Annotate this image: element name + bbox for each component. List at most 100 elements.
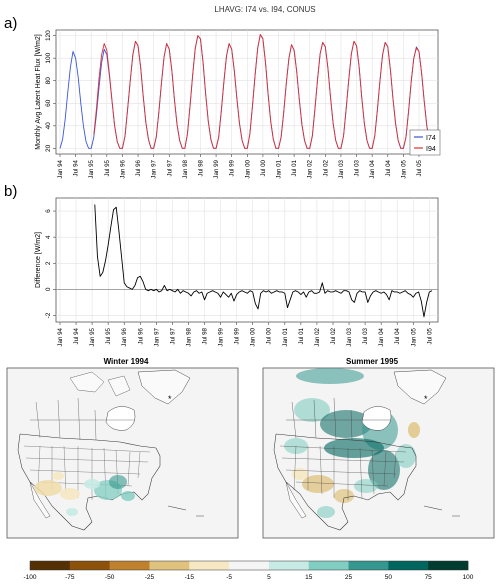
panel-a-xtick-label: Jul 99 [229,159,236,176]
map-geography-summer: * [273,368,460,531]
panel-a-xtick-label: Jan 96 [119,159,126,178]
colorbar-tick-label: 25 [345,574,353,581]
panel-a-legend: I74 I94 [409,129,441,156]
panel-a-xtick-label: Jan 97 [151,159,158,178]
panel-b-ytick-label: 6 [45,209,52,213]
panel-a-ytick-label: 20 [45,144,52,152]
map-panel-winter: Winter 1994 [6,357,239,539]
panel-a-xtick-label: Jan 95 [88,159,95,178]
panel-a-ytick-label: 40 [45,122,52,130]
panel-a-chart: 20 40 60 80 100 120 Jan 94 Jul 94 Jan 95 Jul 95 J… [35,29,441,179]
panel-b-xtick-label: Jan 03 [346,327,353,346]
panel-a-xtick-label: Jan 04 [369,159,376,178]
panel-b-xticks: Jan 94 Jul 94 Jan 95 Jul 95 Jan 96 Jul 96 Jan … [57,322,433,347]
panel-a-series [59,34,433,149]
colorbar-tick-label: 15 [305,574,313,581]
colorbar-tick-label: -25 [145,574,155,581]
colorbar-segment [149,561,190,570]
map-frame-winter [6,367,239,539]
colorbar-tick-label: -5 [226,574,232,581]
panel-a-ytick-label: 60 [45,99,52,107]
hudson-bay [361,406,392,431]
panel-b-xtick-label: Jan 02 [314,327,321,346]
panel-a-xtick-label: Jan 03 [338,159,345,178]
colorbar-segment [189,561,230,570]
baja-peninsula [29,481,51,519]
panel-b-xtick-label: Jul 04 [394,327,401,344]
colorbar-tick-label: -15 [185,574,195,581]
panel-b-xtick-label: Jul 03 [362,327,369,344]
province-lines [30,397,135,441]
us-state-lines [23,445,151,500]
panel-b-xtick-label: Jul 94 [73,327,80,344]
panel-a-xtick-label: Jan 01 [276,159,283,178]
hudson-bay [105,406,136,431]
panel-b-ytick-label: 0 [45,287,52,291]
colorbar-segment [30,561,71,570]
panel-a-xtick-label: Jul 97 [166,159,173,176]
panel-b-xtick-label: Jul 05 [426,327,433,344]
panel-b-xtick-label: Jul 01 [298,327,305,344]
legend-label-i94: I94 [426,146,436,153]
panel-b-xtick-label: Jan 94 [57,327,64,346]
panel-a-xtick-label: Jul 94 [73,159,80,176]
colorbar-segment [69,561,110,570]
panel-b-xtick-label: Jan 00 [250,327,257,346]
colorbar-segment [348,561,389,570]
legend-box [409,129,441,156]
canada-us-border [19,433,157,449]
panel-a-xticks: Jan 94 Jul 94 Jan 95 Jul 95 Jan 96 Jul 96 Jan … [57,154,423,179]
panel-label-b: b) [4,183,17,200]
colorbar-segment [268,561,310,570]
panel-b-ylabel: Difference [W/m2] [35,232,42,288]
panel-a-ytick-label: 100 [45,52,52,63]
colorbar-tick-label: -75 [65,574,75,581]
panel-b-xtick-label: Jul 96 [137,327,144,344]
map-panel-summer: Summer 1995 [262,357,495,539]
panel-a-xtick-label: Jul 02 [322,159,329,176]
panel-a-ytick-label: 80 [45,77,52,85]
panel-a-ytick-label: 120 [45,30,52,41]
panel-a-frame [55,29,439,155]
baja-peninsula [285,481,307,519]
panel-b-xtick-label: Jul 02 [330,327,337,344]
panel-a-xtick-label: Jul 95 [104,159,111,176]
colorbar-tick-label: 75 [425,574,433,581]
greenland-outline [137,369,191,405]
panel-b-ytick-label: -2 [45,312,52,318]
colorbar-tick-label: 100 [463,574,474,581]
panel-b-xtick-label: Jan 96 [121,327,128,346]
panel-b-xtick-label: Jan 01 [282,327,289,346]
panel-b-ytick-label: 4 [45,235,52,239]
arctic-islands [69,371,131,397]
panel-a-xtick-label: Jan 00 [244,159,251,178]
panel-b-xtick-label: Jan 05 [410,327,417,346]
colorbar-tick-label: 5 [267,574,271,581]
panel-b-xtick-label: Jan 95 [89,327,96,346]
panel-b-yticks: -2 0 2 4 6 [45,209,56,318]
province-lines [286,397,391,441]
panel-b-xtick-label: Jan 99 [218,327,225,346]
coastline-outline [273,433,417,531]
us-state-lines [279,445,407,500]
colorbar-frame [29,560,469,571]
panel-a-xtick-label: Jan 94 [57,159,64,178]
marker-star: * [168,394,172,404]
canada-us-border [275,433,413,449]
figure-title: LHAVG: I74 vs. I94, CONUS [214,5,315,14]
map-title-summer: Summer 1995 [346,357,399,366]
panel-b-xtick-label: Jul 00 [266,327,273,344]
caribbean-islands [167,505,204,517]
colorbar-segment [229,561,270,570]
panel-b-grid [56,198,438,322]
panel-a-xtick-label: Jul 03 [354,159,361,176]
panel-b-frame [55,197,439,323]
panel-a-series-i94 [93,34,433,149]
panel-b-ytick-label: 2 [45,261,52,265]
map-geography-winter: * [17,369,204,531]
panel-b-xtick-label: Jul 98 [202,327,209,344]
panel-b-xtick-label: Jul 95 [105,327,112,344]
panel-a-xtick-label: Jul 98 [197,159,204,176]
greenland-outline [393,369,447,405]
